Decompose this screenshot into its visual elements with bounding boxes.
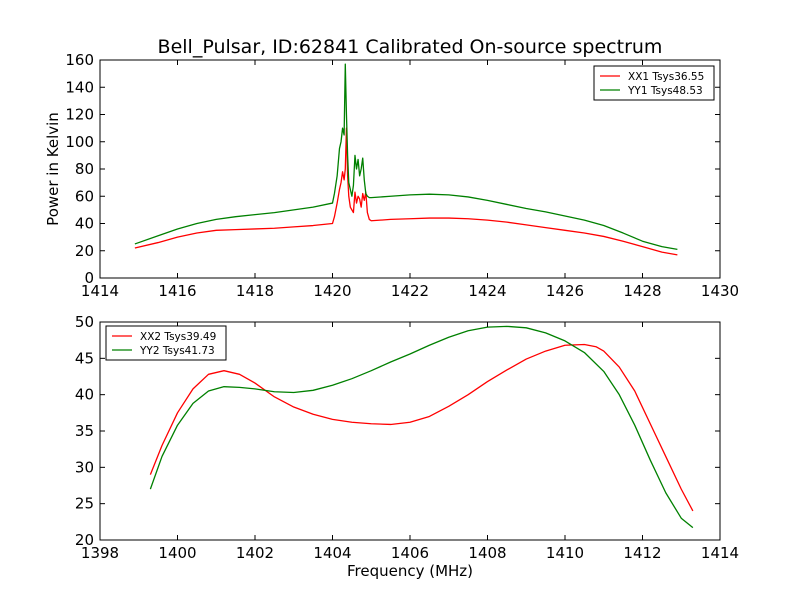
bottom-y-tick-label: 20 [75,531,94,549]
bottom-legend-box [105,325,227,361]
bottom-legend-label-1: XX2 Tsys39.49 [140,331,216,343]
bottom-series-line-2 [149,325,694,529]
bottom-x-tick-label: 1412 [623,544,661,562]
top-y-tick-label: 140 [65,78,94,96]
bottom-legend: XX2 Tsys39.49 YY2 Tsys41.73 [105,325,227,361]
bottom-x-tick-label: 1404 [313,544,351,562]
top-legend: XX1 Tsys36.55 YY1 Tsys48.53 [593,65,715,101]
bottom-x-tick-label: 1406 [391,544,429,562]
top-y-tick-label: 160 [65,51,94,69]
top-y-tick-label: 20 [75,242,94,260]
bottom-x-tick-label: 1400 [158,544,196,562]
bottom-x-tick-label: 1408 [468,544,506,562]
top-y-tick-label: 0 [84,269,94,287]
top-y-tick-label: 100 [65,133,94,151]
bottom-x-tick-label: 1414 [701,544,739,562]
top-y-tick-label: 60 [75,187,94,205]
top-series-line-2 [134,63,678,251]
top-x-tick-label: 1420 [313,282,351,300]
bottom-y-tick-label: 25 [75,495,94,513]
figure-title: Bell_Pulsar, ID:62841 Calibrated On-sour… [158,36,663,58]
top-legend-label-2: YY1 Tsys48.53 [627,85,703,97]
top-y-tick-label: 80 [75,160,94,178]
top-x-tick-label: 1424 [468,282,506,300]
subplot-bottom: 1398 1400 1402 1404 1406 1408 1410 1412 1414 20 25… [75,313,739,580]
top-x-tick-label: 1418 [236,282,274,300]
bottom-y-tick-label: 35 [75,422,94,440]
bottom-y-tick-label: 50 [75,313,94,331]
bottom-y-tick-label: 45 [75,349,94,367]
top-x-tick-label: 1426 [546,282,584,300]
top-y-axis-label: Power in Kelvin [44,112,62,226]
top-y-tick-label: 40 [75,215,94,233]
top-legend-label-1: XX1 Tsys36.55 [628,71,704,83]
bottom-series-line-1 [149,343,694,512]
top-x-tick-label: 1428 [623,282,661,300]
bottom-x-tick-label: 1410 [546,544,584,562]
bottom-y-tick-label: 30 [75,458,94,476]
bottom-x-axis-label: Frequency (MHz) [347,562,473,580]
top-x-tick-label: 1414 [81,282,119,300]
top-y-tick-label: 120 [65,106,94,124]
subplot-top: 1414 1416 1418 1420 1422 1424 1426 1428 1430 0 20 4… [44,51,739,300]
bottom-x-tick-label: 1402 [236,544,274,562]
top-series-line-1 [134,127,678,256]
bottom-legend-label-2: YY2 Tsys41.73 [139,345,215,357]
top-x-tick-label: 1422 [391,282,429,300]
top-legend-box [593,65,715,101]
top-x-tick-label: 1416 [158,282,196,300]
top-x-tick-label: 1430 [701,282,739,300]
bottom-x-tick-label: 1398 [81,544,119,562]
bottom-y-tick-label: 40 [75,386,94,404]
